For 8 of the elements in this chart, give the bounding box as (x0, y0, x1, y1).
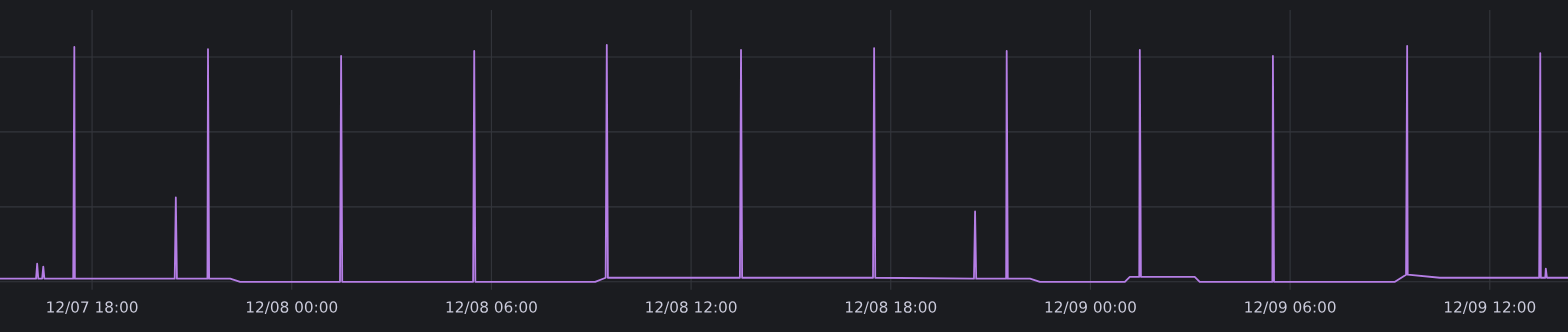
x-tick-label: 12/09 12:00 (1445, 301, 1536, 314)
x-tick-label: 12/07 18:00 (47, 301, 138, 314)
x-tick-label: 12/08 00:00 (246, 301, 338, 314)
x-tick-label: 12/08 12:00 (646, 301, 737, 314)
x-tick-label: 12/09 00:00 (1045, 301, 1136, 314)
x-tick-label: 12/08 06:00 (446, 301, 537, 314)
x-tick-label: 12/08 18:00 (845, 301, 937, 314)
x-tick-label: 12/09 06:00 (1245, 301, 1336, 314)
